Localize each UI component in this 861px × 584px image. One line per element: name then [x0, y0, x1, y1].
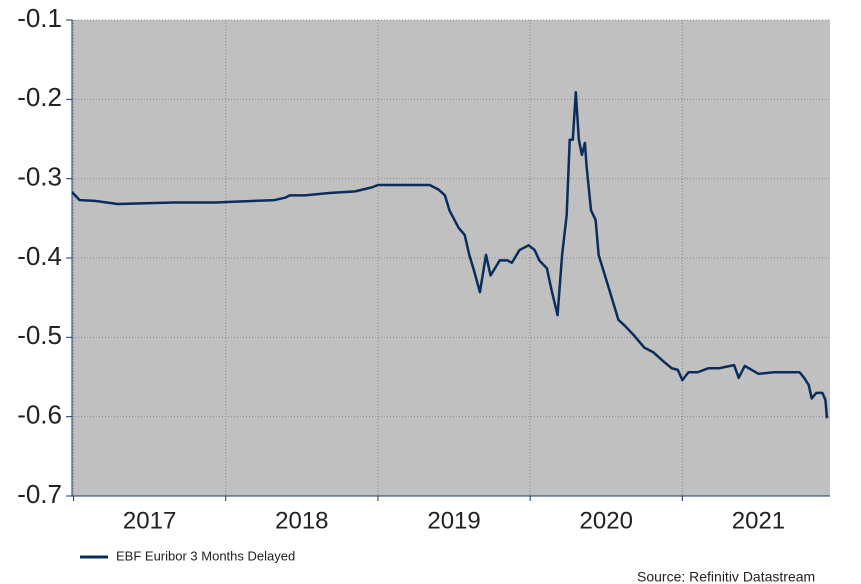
y-tick-label: -0.4	[17, 241, 62, 271]
legend-label: EBF Euribor 3 Months Delayed	[116, 548, 295, 563]
x-tick-label: 2018	[275, 507, 328, 534]
y-tick-label: -0.5	[17, 320, 62, 350]
y-tick-label: -0.1	[17, 3, 62, 33]
x-tick-label: 2019	[427, 507, 480, 534]
data-line	[71, 90, 829, 419]
y-tick-label: -0.3	[17, 162, 62, 192]
x-tick-label: 2020	[580, 507, 633, 534]
x-tick-label: 2021	[732, 507, 785, 534]
x-tick-label: 2017	[123, 507, 176, 534]
y-tick-label: -0.2	[17, 82, 62, 112]
y-tick-label: -0.6	[17, 400, 62, 430]
source-note: Source: Refinitiv Datastream	[637, 569, 815, 584]
y-tick-label: -0.7	[17, 479, 62, 509]
